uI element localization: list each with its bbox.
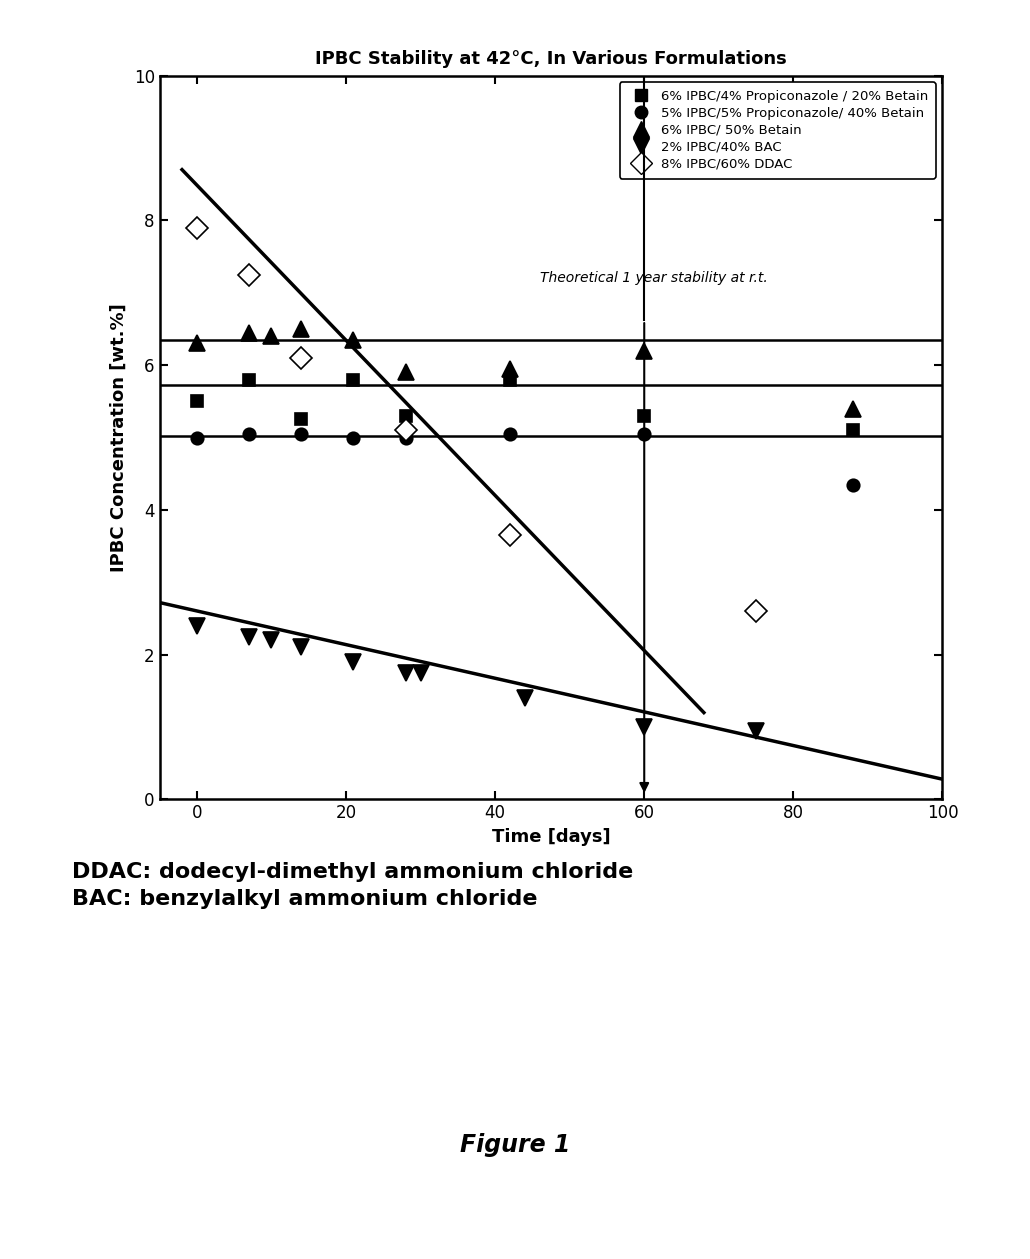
Legend: 6% IPBC/4% Propiconazole / 20% Betain, 5% IPBC/5% Propiconazole/ 40% Betain, 6% : 6% IPBC/4% Propiconazole / 20% Betain, 5… (620, 82, 936, 179)
Y-axis label: IPBC Concentration [wt.%]: IPBC Concentration [wt.%] (110, 303, 128, 572)
Text: DDAC: dodecyl-dimethyl ammonium chloride
BAC: benzylalkyl ammonium chloride: DDAC: dodecyl-dimethyl ammonium chloride… (72, 862, 633, 909)
X-axis label: Time [days]: Time [days] (491, 828, 611, 846)
Text: Figure 1: Figure 1 (459, 1133, 571, 1157)
Text: Theoretical 1 year stability at r.t.: Theoretical 1 year stability at r.t. (540, 272, 767, 286)
Title: IPBC Stability at 42°C, In Various Formulations: IPBC Stability at 42°C, In Various Formu… (315, 50, 787, 68)
